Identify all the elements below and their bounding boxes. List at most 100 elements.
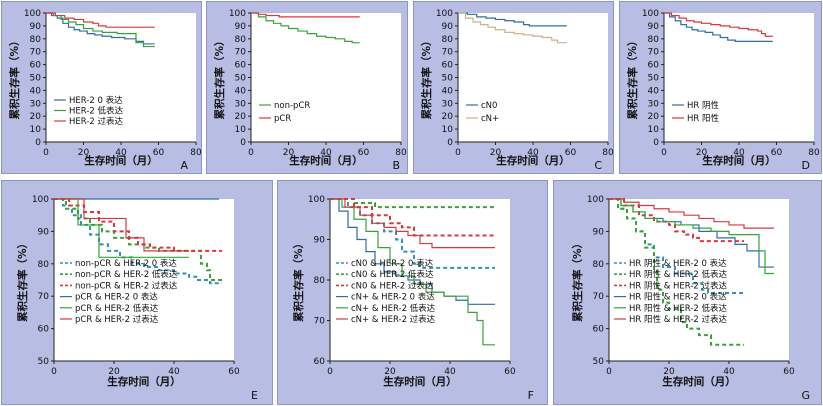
- y-tick-label: 0: [653, 138, 659, 148]
- series-line-1: [664, 12, 773, 42]
- y-tick-label: 60: [442, 61, 454, 71]
- y-tick-label: 80: [648, 35, 660, 45]
- y-tick-label: 0: [447, 138, 453, 148]
- y-tick-label: 100: [32, 195, 49, 205]
- y-axis-label: 累积生存率（%）: [213, 35, 226, 119]
- x-axis-label: 生存时间（月）: [84, 154, 158, 167]
- chart-f: 60 70 80 90 100 0 20 40 60 生存时间（月） 累积生存率（%） cN0 & H…: [292, 195, 534, 402]
- y-tick-label: 90: [30, 22, 42, 32]
- legend-label: pCR & HER-2 低表达: [75, 303, 159, 314]
- y-tick-label: 40: [235, 86, 247, 96]
- panel-f: 60 70 80 90 100 0 20 40 60 生存时间（月） 累积生存率（%） cN0 & H…: [277, 180, 548, 405]
- y-tick-label: 70: [235, 48, 247, 58]
- series-line-1: [251, 12, 360, 44]
- x-axis-label: 生存时间（月）: [496, 154, 570, 167]
- y-tick-label: 70: [30, 48, 42, 58]
- y-tick-label: 90: [648, 22, 660, 32]
- y-tick-label: 10: [648, 125, 660, 135]
- panel-b: 0 10 20 30 40 50 60 70 80 90 100 0 20 40 60 80 生存时间（月） 累积…: [206, 1, 408, 174]
- y-tick-label: 50: [648, 74, 660, 84]
- series-line-2: [251, 12, 360, 18]
- x-tick-label: 40: [527, 148, 539, 158]
- y-tick-label: 30: [442, 99, 454, 109]
- series-line-5: [609, 198, 774, 275]
- y-tick-label: 80: [235, 35, 247, 45]
- y-tick-label: 60: [314, 357, 326, 367]
- x-tick-label: 0: [327, 367, 333, 377]
- series-line-5: [330, 198, 495, 346]
- y-tick-label: 100: [642, 9, 659, 19]
- plot-area: [251, 13, 401, 142]
- panel-label: B: [392, 159, 400, 172]
- x-tick-label: 60: [228, 367, 240, 377]
- y-tick-label: 90: [593, 227, 605, 237]
- x-tick-label: 0: [51, 367, 57, 377]
- x-tick-label: 80: [395, 148, 407, 158]
- y-tick-label: 40: [648, 86, 660, 96]
- x-axis-label: 生存时间（月）: [107, 375, 181, 388]
- y-tick-label: 90: [314, 236, 326, 246]
- series-line-6: [609, 198, 774, 229]
- y-tick-label: 50: [38, 357, 50, 367]
- legend-label: cN0 & HER-2 0 表达: [351, 258, 434, 269]
- series-line-2: [46, 12, 155, 48]
- y-tick-label: 50: [593, 357, 605, 367]
- x-tick-label: 60: [153, 148, 165, 158]
- y-tick-label: 10: [30, 125, 42, 135]
- legend-label: HR 阳性 & HER-2 低表达: [629, 303, 728, 314]
- panel-label: D: [802, 159, 810, 172]
- y-tick-label: 30: [30, 99, 42, 109]
- chart-b: 0 10 20 30 40 50 60 70 80 90 100 0 20 40 60 80 生存时间（月） 累积…: [213, 9, 407, 172]
- y-tick-label: 0: [240, 138, 246, 148]
- panel-label: E: [251, 389, 258, 402]
- x-tick-label: 40: [733, 148, 745, 158]
- series-line-6: [54, 198, 189, 252]
- y-tick-label: 30: [648, 99, 660, 109]
- y-tick-label: 80: [593, 260, 605, 270]
- y-tick-label: 60: [38, 325, 50, 335]
- x-tick-label: 0: [248, 148, 254, 158]
- panel-a: 0 10 20 30 40 50 60 70 80 90 100 0 20 40 60 80 生存时间（月） 累积…: [1, 1, 202, 174]
- x-tick-label: 20: [78, 148, 90, 158]
- chart-c: 0 10 20 30 40 50 60 70 80 90 100 0 20 40 60 80 生存时间（月） 累积…: [420, 9, 614, 172]
- series-line-3: [54, 198, 222, 252]
- legend-label: cN+ & HER-2 低表达: [351, 303, 436, 314]
- y-tick-label: 80: [314, 276, 326, 286]
- legend-label: cN0 & HER-2 过表达: [351, 280, 434, 291]
- legend-label: non-pCR & HER-2 过表达: [75, 280, 178, 291]
- x-tick-label: 0: [606, 367, 612, 377]
- x-tick-label: 20: [108, 367, 120, 377]
- y-tick-label: 10: [442, 125, 454, 135]
- plot-area: [46, 13, 196, 142]
- legend-label: HER-2 低表达: [69, 106, 124, 117]
- x-axis-label: 生存时间（月）: [702, 154, 776, 167]
- y-tick-label: 90: [38, 227, 50, 237]
- chart-d: 0 10 20 30 40 50 60 70 80 90 100 0 20 40 60 80 生存时间（月） 累积…: [626, 9, 820, 172]
- y-tick-label: 90: [442, 22, 454, 32]
- series-line-6: [330, 198, 495, 249]
- y-tick-label: 20: [442, 112, 454, 122]
- chart-a: 0 10 20 30 40 50 60 70 80 90 100 0 20 40 60 80 生存时间（月） 累积…: [8, 9, 202, 172]
- legend-label: cN+: [481, 114, 499, 124]
- x-axis-label: 生存时间（月）: [289, 154, 363, 167]
- legend-label: pCR: [274, 114, 291, 124]
- panel-label: F: [528, 389, 534, 402]
- y-axis-label: 累积生存率（%）: [420, 35, 433, 119]
- x-axis-label: 生存时间（月）: [662, 375, 736, 388]
- y-tick-label: 100: [587, 195, 604, 205]
- x-tick-label: 20: [384, 367, 396, 377]
- legend-label: cN+ & HER-2 过表达: [351, 314, 436, 325]
- series-line-3: [330, 198, 495, 237]
- y-tick-label: 100: [308, 195, 325, 205]
- legend-label: cN0: [481, 101, 497, 111]
- x-tick-label: 0: [661, 148, 667, 158]
- panel-g: 50 60 70 80 90 100 0 20 40 60 生存时间（月） 累积生存率（%） HR 阴性…: [553, 180, 822, 405]
- panel-d: 0 10 20 30 40 50 60 70 80 90 100 0 20 40 60 80 生存时间（月） 累积…: [619, 1, 822, 174]
- x-tick-label: 0: [455, 148, 461, 158]
- y-tick-label: 30: [235, 99, 247, 109]
- x-tick-label: 80: [808, 148, 820, 158]
- y-tick-label: 70: [648, 48, 660, 58]
- y-tick-label: 60: [235, 61, 247, 71]
- y-tick-label: 70: [314, 317, 326, 327]
- legend-label: HR 阳性 & HER-2 0 表达: [629, 292, 727, 303]
